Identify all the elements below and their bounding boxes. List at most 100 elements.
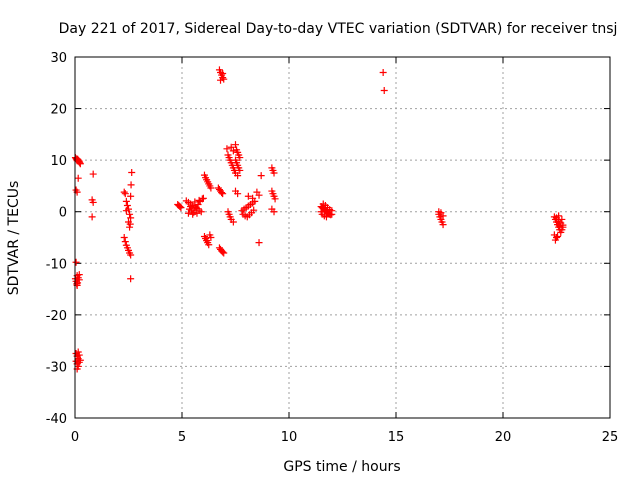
data-point <box>220 75 228 83</box>
x-tick-labels: 0 5 10 15 20 25 <box>71 430 618 445</box>
data-point <box>556 222 564 230</box>
plot-frame <box>74 56 611 419</box>
data-point <box>76 160 84 168</box>
data-point <box>197 208 205 216</box>
data-point <box>439 212 447 220</box>
data-point <box>226 213 234 221</box>
data-point <box>559 221 567 229</box>
data-point <box>127 275 135 283</box>
data-point <box>123 202 131 210</box>
data-point <box>195 196 203 204</box>
data-point <box>75 276 83 284</box>
y-tick-labels: -40 -30 -20 -10 0 10 20 30 <box>46 51 67 427</box>
y-axis-label: SDTVAR / TECUs <box>6 181 22 296</box>
data-point <box>126 223 134 231</box>
data-point <box>379 68 387 76</box>
data-point <box>227 143 235 151</box>
data-point <box>551 236 559 244</box>
data-point <box>189 210 197 218</box>
data-point <box>218 189 226 197</box>
data-point <box>322 213 330 221</box>
y-tick-label: -20 <box>46 309 67 324</box>
data-point <box>120 188 128 196</box>
chart-title: Day 221 of 2017, Sidereal Day-to-day VTE… <box>59 21 618 37</box>
data-point <box>126 210 134 218</box>
data-point <box>439 221 447 229</box>
data-point <box>217 76 225 84</box>
x-tick-label: 5 <box>178 430 186 445</box>
gridlines <box>75 57 610 418</box>
data-point <box>125 218 132 226</box>
x-tick-label: 0 <box>71 430 79 445</box>
data-point <box>199 194 207 202</box>
data-point <box>558 215 566 223</box>
data-point <box>187 203 195 211</box>
data-point <box>205 241 213 249</box>
data-point <box>128 169 136 177</box>
data-point <box>555 212 563 220</box>
data-point <box>224 208 232 216</box>
data-point <box>177 204 185 212</box>
data-point <box>120 234 128 241</box>
data-point <box>200 232 208 240</box>
data-point <box>220 249 228 257</box>
data-point <box>554 232 562 240</box>
data-point <box>257 172 265 180</box>
data-point <box>121 238 129 246</box>
x-tick-label: 25 <box>602 430 619 445</box>
data-point <box>89 198 97 206</box>
data-point <box>270 208 278 216</box>
data-point <box>127 192 135 200</box>
data-point <box>219 70 227 78</box>
y-tick-label: -40 <box>46 412 67 427</box>
data-point <box>74 348 82 356</box>
x-axis-label: GPS time / hours <box>283 459 400 475</box>
x-tick-label: 15 <box>388 430 405 445</box>
x-tick-label: 20 <box>495 430 512 445</box>
data-point <box>76 159 84 167</box>
data-point <box>75 351 83 359</box>
data-point <box>250 206 258 214</box>
y-tick-label: 0 <box>59 206 67 221</box>
data-point <box>127 214 135 222</box>
y-tick-label: 20 <box>50 103 67 118</box>
data-point <box>76 356 84 364</box>
data-point <box>236 166 244 174</box>
data-point <box>229 147 237 155</box>
data-point <box>191 198 199 206</box>
data-point <box>244 192 252 200</box>
data-point <box>176 203 184 211</box>
data-point <box>270 169 278 177</box>
x-tick-label: 10 <box>281 430 298 445</box>
data-point <box>249 194 257 202</box>
data-point <box>184 209 192 217</box>
y-tick-label: -10 <box>46 257 67 272</box>
y-tick-label: 10 <box>50 154 67 169</box>
data-point <box>271 195 279 203</box>
data-point <box>255 239 263 247</box>
data-point <box>89 170 97 178</box>
data-point <box>328 207 336 215</box>
data-points <box>71 66 567 373</box>
data-point <box>122 207 130 215</box>
data-point <box>74 174 82 182</box>
data-point <box>122 197 130 205</box>
data-point <box>232 141 239 149</box>
data-point <box>127 251 135 259</box>
data-point <box>255 191 263 199</box>
data-point <box>219 248 227 256</box>
data-point <box>207 234 215 241</box>
y-tick-label: 30 <box>50 51 67 66</box>
data-point <box>236 154 244 162</box>
data-point <box>223 145 231 153</box>
data-point <box>219 190 227 198</box>
data-point <box>380 87 388 95</box>
data-point <box>234 190 242 198</box>
data-point <box>72 258 80 266</box>
y-tick-label: -30 <box>46 360 67 375</box>
data-point <box>207 184 215 192</box>
data-point <box>121 190 129 198</box>
data-point <box>88 213 96 221</box>
